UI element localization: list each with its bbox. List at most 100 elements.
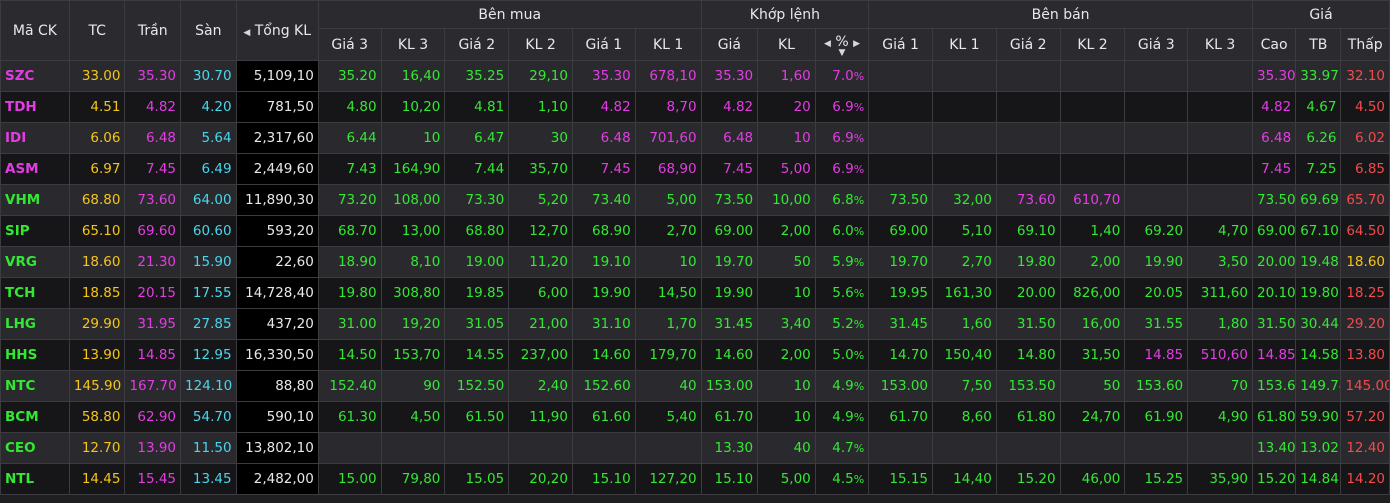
table-row[interactable]: NTL 14.45 15.45 13.45 2,482,00 15.00 79,80 15.0…	[0, 463, 1390, 495]
change-percent-value: 6.9	[832, 161, 854, 177]
symbol-cell[interactable]: SIP	[0, 215, 70, 247]
table-row[interactable]: TDH 4.51 4.82 4.20 781,50 4.80 10,20 4.81 1,10 4.…	[0, 91, 1390, 123]
ask-price-2-cell: 31.50	[995, 308, 1061, 340]
sell-col-header[interactable]: KL 2	[1059, 28, 1126, 61]
price-col-header[interactable]: Cao	[1251, 28, 1297, 61]
matched-volume-cell: 10	[757, 122, 816, 154]
low-price-cell: 64.50	[1340, 215, 1390, 247]
bid-price-2-cell: 31.05	[444, 308, 510, 340]
change-percent-value: 4.9	[832, 409, 854, 425]
ask-volume-2-cell	[1059, 432, 1126, 464]
sell-col-header[interactable]: Giá 1	[868, 28, 934, 61]
table-row[interactable]: SZC 33.00 35.30 30.70 5,109,10 35.20 16,40 35.2…	[0, 60, 1390, 92]
bid-volume-1-cell: 10	[634, 246, 702, 278]
price-col-header[interactable]: Thấp	[1340, 28, 1390, 61]
price-col-header[interactable]: TB	[1295, 28, 1342, 61]
percent-unit: %	[853, 132, 865, 145]
symbol-cell[interactable]: VRG	[0, 246, 70, 278]
symbol-cell[interactable]: VHM	[0, 184, 70, 216]
total-volume-cell: 2,482,00	[235, 463, 319, 495]
bid-volume-3-cell: 308,80	[380, 277, 446, 309]
sell-col-header[interactable]: KL 3	[1187, 28, 1253, 61]
change-percent-header[interactable]: ◀ % ▶ ▼	[814, 28, 870, 61]
buy-col-header[interactable]: KL 3	[380, 28, 446, 61]
percent-unit: %	[853, 225, 865, 238]
col-reference-header[interactable]: TC	[68, 0, 126, 61]
buy-col-header[interactable]: Giá 1	[571, 28, 636, 61]
reference-price-cell: 145.90	[68, 370, 126, 402]
match-col-header[interactable]: Giá	[700, 28, 759, 61]
table-row[interactable]: VHM 68.80 73.60 64.00 11,890,30 73.20 108,00 73…	[0, 184, 1390, 216]
buy-col-header[interactable]: KL 2	[508, 28, 573, 61]
col-floor-header[interactable]: Sàn	[180, 0, 237, 61]
symbol-cell[interactable]: TDH	[0, 91, 70, 123]
ask-volume-3-cell	[1187, 60, 1253, 92]
sell-col-header[interactable]: Giá 3	[1124, 28, 1189, 61]
col-total-volume-header[interactable]: ◀ Tổng KL	[235, 0, 319, 61]
ask-price-1-cell	[868, 91, 934, 123]
ask-volume-1-cell: 5,10	[932, 215, 997, 247]
average-price-cell: 6.26	[1295, 122, 1342, 154]
high-price-cell: 15.20	[1251, 463, 1297, 495]
reference-price-cell: 12.70	[68, 432, 126, 464]
percent-unit: %	[853, 287, 865, 300]
symbol-cell[interactable]: BCM	[0, 401, 70, 433]
bid-volume-1-cell: 701,60	[634, 122, 702, 154]
bid-price-1-cell: 61.60	[571, 401, 636, 433]
bid-price-2-cell: 61.50	[444, 401, 510, 433]
high-price-cell: 20.00	[1251, 246, 1297, 278]
bid-volume-1-cell: 179,70	[634, 339, 702, 371]
bid-volume-2-cell: 6,00	[508, 277, 573, 309]
buy-col-header[interactable]: Giá 2	[444, 28, 510, 61]
table-row[interactable]: HHS 13.90 14.85 12.95 16,330,50 14.50 153,70 14…	[0, 339, 1390, 371]
bid-volume-2-cell: 11,20	[508, 246, 573, 278]
col-symbol-header[interactable]: Mã CK	[0, 0, 70, 61]
buy-side-group-header: Bên mua	[317, 0, 702, 29]
symbol-cell[interactable]: NTL	[0, 463, 70, 495]
table-row[interactable]: SIP 65.10 69.60 60.60 593,20 68.70 13,00 68.80 1…	[0, 215, 1390, 247]
bid-volume-3-cell: 8,10	[380, 246, 446, 278]
arrow-left-icon[interactable]: ◀	[823, 38, 831, 49]
ask-volume-2-cell: 16,00	[1059, 308, 1126, 340]
symbol-cell[interactable]: TCH	[0, 277, 70, 309]
buy-col-header[interactable]: Giá 3	[317, 28, 382, 61]
symbol-cell[interactable]: SZC	[0, 60, 70, 92]
ask-price-2-cell: 153.50	[995, 370, 1061, 402]
sell-col-header[interactable]: Giá 2	[995, 28, 1061, 61]
symbol-cell[interactable]: HHS	[0, 339, 70, 371]
symbol-cell[interactable]: NTC	[0, 370, 70, 402]
symbol-cell[interactable]: ASM	[0, 153, 70, 185]
table-row[interactable]: LHG 29.90 31.95 27.85 437,20 31.00 19,20 31.05 2…	[0, 308, 1390, 340]
table-row[interactable]: VRG 18.60 21.30 15.90 22,60 18.90 8,10 19.00 11,…	[0, 246, 1390, 278]
table-row[interactable]: TCH 18.85 20.15 17.55 14,728,40 19.80 308,80 19…	[0, 277, 1390, 309]
low-price-cell: 6.02	[1340, 122, 1390, 154]
table-row[interactable]: BCM 58.80 62.90 54.70 590,10 61.30 4,50 61.50 11…	[0, 401, 1390, 433]
sort-left-icon[interactable]: ◀	[243, 27, 251, 38]
col-ceiling-header[interactable]: Trần	[124, 0, 182, 61]
sort-desc-icon: ▼	[838, 47, 846, 58]
table-row[interactable]: CEO 12.70 13.90 11.50 13,802,10 13.30 40 4.7% 13…	[0, 432, 1390, 464]
symbol-cell[interactable]: CEO	[0, 432, 70, 464]
table-row[interactable]: NTC 145.90 167.70 124.10 88,80 152.40 90 152.50…	[0, 370, 1390, 402]
bid-price-3-cell: 35.20	[317, 60, 382, 92]
table-row[interactable]: IDI 6.06 6.48 5.64 2,317,60 6.44 10 6.47 30 6.48 7…	[0, 122, 1390, 154]
match-col-header[interactable]: KL	[757, 28, 816, 61]
ask-price-2-cell: 19.80	[995, 246, 1061, 278]
average-price-cell: 149.74	[1295, 370, 1342, 402]
arrow-right-icon[interactable]: ▶	[853, 38, 861, 49]
high-price-cell: 7.45	[1251, 153, 1297, 185]
change-percent-value: 4.5	[832, 471, 854, 487]
sell-col-header[interactable]: KL 1	[932, 28, 997, 61]
matched-price-cell: 19.70	[700, 246, 759, 278]
low-price-cell: 18.25	[1340, 277, 1390, 309]
ask-volume-3-cell	[1187, 91, 1253, 123]
table-row[interactable]: ASM 6.97 7.45 6.49 2,449,60 7.43 164,90 7.44 35,…	[0, 153, 1390, 185]
symbol-cell[interactable]: LHG	[0, 308, 70, 340]
symbol-cell[interactable]: IDI	[0, 122, 70, 154]
ask-volume-2-cell	[1059, 60, 1126, 92]
bid-price-3-cell: 4.80	[317, 91, 382, 123]
price-group-header: Giá	[1252, 0, 1390, 29]
buy-col-header[interactable]: KL 1	[634, 28, 702, 61]
matched-volume-cell: 10	[757, 277, 816, 309]
ask-volume-1-cell: 8,60	[932, 401, 997, 433]
